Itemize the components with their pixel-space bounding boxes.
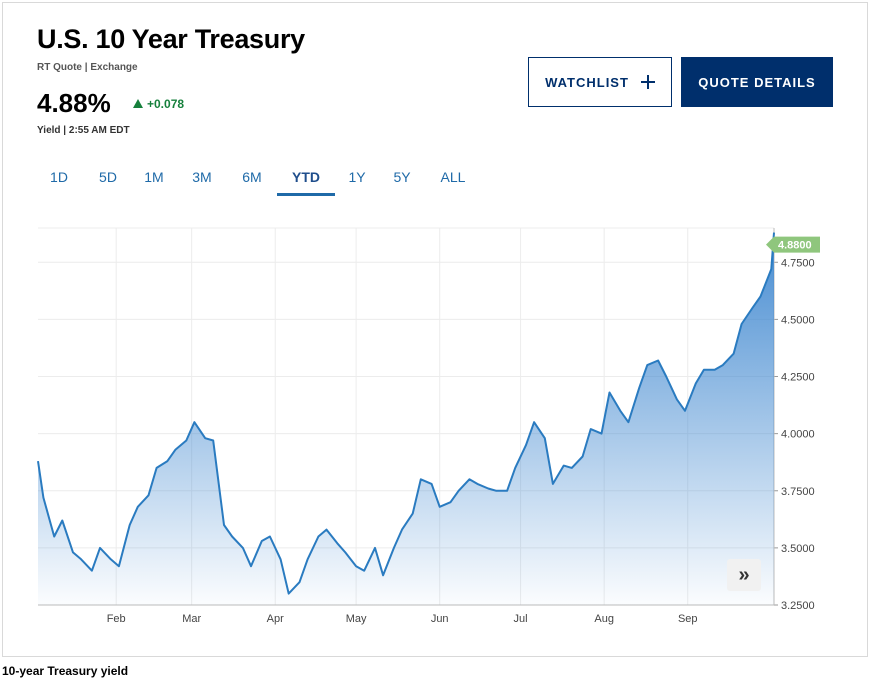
up-arrow-icon [133,99,143,108]
range-tab-all[interactable]: ALL [440,169,466,185]
y-tick-label: 3.2500 [781,600,815,612]
y-tick-label: 4.0000 [781,429,815,441]
x-tick-label: Sep [678,613,698,625]
x-tick-label: Jul [514,613,528,625]
x-tick-label: Feb [107,613,126,625]
last-value-badge [766,236,820,253]
last-price: 4.88% [37,88,111,118]
y-tick-label: 3.5000 [781,543,815,555]
chart-caption: 10-year Treasury yield [2,664,129,678]
x-tick-label: Aug [594,613,614,625]
range-tab-ytd[interactable]: YTD [277,160,335,196]
x-tick-label: Apr [267,613,284,625]
watchlist-button[interactable]: WATCHLIST [528,57,672,107]
x-tick-label: May [346,613,367,625]
page-title: U.S. 10 Year Treasury [37,24,305,54]
range-tab-1m[interactable]: 1M [144,169,164,185]
expand-chart-button[interactable]: » [727,559,761,591]
quote-details-button[interactable]: QUOTE DETAILS [681,57,833,107]
range-tab-1y[interactable]: 1Y [348,169,366,185]
quote-details-button-label: QUOTE DETAILS [698,74,816,90]
yield-chart: 3.2500 3.5000 3.7500 4.0000 4.2500 4.5000 4.75… [37,227,820,625]
series-line [37,232,775,595]
x-tick-label: Jun [431,613,449,625]
y-tick-label: 4.2500 [781,372,815,384]
y-tick-label: 3.7500 [781,486,815,498]
series-area [38,232,774,605]
double-chevron-right-icon: » [738,563,750,586]
price-change-value: +0.078 [147,97,185,111]
range-tab-1d[interactable]: 1D [50,169,68,185]
range-tab-3m[interactable]: 3M [192,169,212,185]
plus-icon [640,75,655,89]
range-tab-5d[interactable]: 5D [99,169,117,185]
watchlist-button-label: WATCHLIST [545,74,629,90]
range-tab-6m[interactable]: 6M [242,169,262,185]
quote-timestamp: Yield | 2:55 AM EDT [37,125,130,136]
y-tick-label: 4.7500 [781,257,815,269]
range-tab-5y[interactable]: 5Y [393,169,411,185]
quote-source: RT Quote | Exchange [37,62,138,73]
last-value-label: 4.8800 [778,240,812,252]
x-tick-label: Mar [182,613,201,625]
price-change: +0.078 [133,97,184,111]
y-tick-label: 4.5000 [781,314,815,326]
